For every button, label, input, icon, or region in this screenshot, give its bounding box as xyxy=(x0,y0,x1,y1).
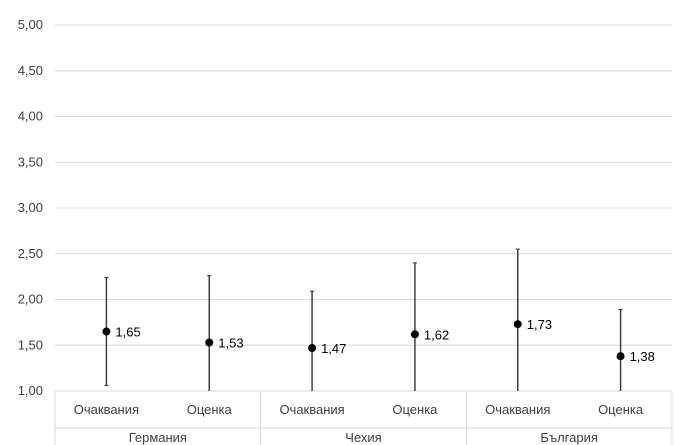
y-tick-label: 1,00 xyxy=(18,383,43,398)
category-label: Очаквания xyxy=(74,402,139,417)
y-tick-label: 4,00 xyxy=(18,109,43,124)
group-label: България xyxy=(540,430,597,445)
data-label: 1,47 xyxy=(321,341,346,356)
group-label: Чехия xyxy=(345,430,381,445)
category-label: Очаквания xyxy=(485,402,550,417)
data-label: 1,53 xyxy=(218,336,243,351)
y-tick-label: 5,00 xyxy=(18,17,43,32)
category-label: Оценка xyxy=(392,402,438,417)
data-point xyxy=(616,352,625,361)
category-label: Оценка xyxy=(187,402,233,417)
data-point xyxy=(513,320,522,329)
y-tick-label: 2,50 xyxy=(18,246,43,261)
data-point xyxy=(410,330,419,339)
category-label: Оценка xyxy=(598,402,644,417)
y-tick-label: 2,00 xyxy=(18,292,43,307)
y-tick-label: 4,50 xyxy=(18,63,43,78)
data-point xyxy=(102,327,111,336)
data-point xyxy=(205,338,214,347)
data-label: 1,38 xyxy=(630,349,655,364)
y-tick-label: 3,00 xyxy=(18,200,43,215)
group-label: Германия xyxy=(129,430,187,445)
category-label: Очаквания xyxy=(279,402,344,417)
data-label: 1,65 xyxy=(115,325,140,340)
y-tick-label: 3,50 xyxy=(18,154,43,169)
data-label: 1,62 xyxy=(424,327,449,342)
y-tick-label: 1,50 xyxy=(18,337,43,352)
data-label: 1,73 xyxy=(527,317,552,332)
data-point xyxy=(308,343,317,352)
